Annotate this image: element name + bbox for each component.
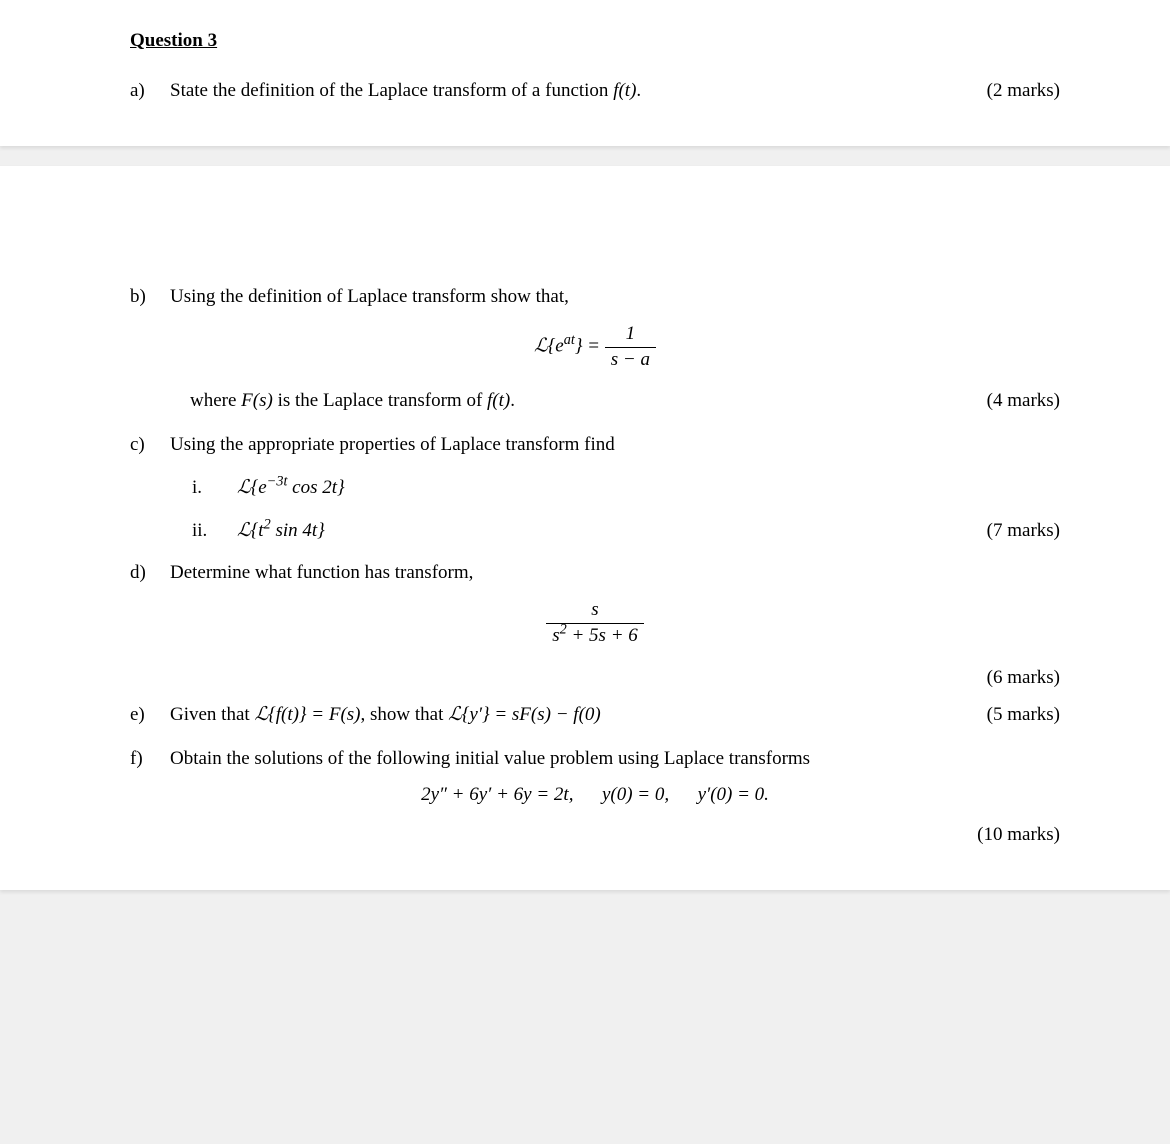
- eq-b-mid: } =: [575, 336, 605, 357]
- part-b-text: Using the definition of Laplace transfor…: [170, 286, 960, 308]
- eq-d-den: s2 + 5s + 6: [546, 624, 644, 649]
- page-content: Question 3 a) State the definition of th…: [0, 30, 1170, 102]
- part-a-marks: (2 marks): [960, 80, 1060, 102]
- part-b-row: b) Using the definition of Laplace trans…: [130, 286, 1060, 308]
- c-i-sup: −3t: [267, 474, 288, 490]
- part-b-label: b): [130, 286, 170, 308]
- part-d-text: Determine what function has transform,: [170, 562, 960, 584]
- part-c-i-row: i. ℒ{e−3t cos 2t}: [130, 476, 1060, 499]
- eq-b-den: s − a: [605, 348, 656, 373]
- part-b-equation: ℒ{eat} = 1s − a: [130, 322, 1060, 372]
- part-c-ii-label: ii.: [192, 520, 237, 542]
- part-f-marks-row: (10 marks): [130, 824, 1060, 846]
- part-e-label: e): [130, 704, 170, 726]
- e-before: Given that: [170, 704, 254, 725]
- b-follow-ft: f(t): [487, 390, 510, 411]
- part-d-marks-row: (6 marks): [130, 667, 1060, 689]
- part-d-label: d): [130, 562, 170, 584]
- part-b-followup-row: where F(s) is the Laplace transform of f…: [130, 390, 1060, 412]
- question-title: Question 3: [130, 30, 1060, 52]
- part-a-label: a): [130, 80, 170, 102]
- part-a-function: f(t): [613, 80, 636, 101]
- d-den-pre: s: [552, 625, 559, 646]
- eq-b-fraction: 1s − a: [605, 322, 656, 372]
- part-f-marks: (10 marks): [960, 824, 1060, 846]
- page-1: Question 3 a) State the definition of th…: [0, 0, 1170, 146]
- part-d-row: d) Determine what function has transform…: [130, 562, 1060, 584]
- part-c-text: Using the appropriate properties of Lapl…: [170, 434, 960, 456]
- part-f-text: Obtain the solutions of the following in…: [170, 748, 960, 770]
- eq-b-num: 1: [605, 322, 656, 348]
- part-a-row: a) State the definition of the Laplace t…: [130, 80, 1060, 102]
- part-c-marks: (7 marks): [960, 520, 1060, 542]
- part-a-text: State the definition of the Laplace tran…: [170, 80, 960, 102]
- part-d-equation: s s2 + 5s + 6: [130, 598, 1060, 648]
- d-den-sup: 2: [560, 622, 567, 638]
- c-ii-post: sin 4t}: [271, 520, 325, 541]
- part-b-followup: where F(s) is the Laplace transform of f…: [190, 390, 960, 412]
- part-c-ii-row: ii. ℒ{t2 sin 4t} (7 marks): [130, 519, 1060, 542]
- part-f-row: f) Obtain the solutions of the following…: [130, 748, 1060, 770]
- part-c-i-expr: ℒ{e−3t cos 2t}: [237, 476, 960, 499]
- c-ii-sup: 2: [264, 517, 271, 533]
- part-e-text: Given that ℒ{f(t)} = F(s), show that ℒ{y…: [170, 703, 960, 726]
- b-follow-before: where: [190, 390, 241, 411]
- eq-d-fraction: s s2 + 5s + 6: [546, 598, 644, 648]
- part-f-equation: 2y″ + 6y′ + 6y = 2t, y(0) = 0, y′(0) = 0…: [130, 784, 1060, 806]
- part-f-label: f): [130, 748, 170, 770]
- b-follow-after: .: [510, 390, 515, 411]
- part-a-text-after: .: [636, 80, 641, 101]
- eq-b-sup: at: [564, 332, 575, 348]
- part-a-text-before: State the definition of the Laplace tran…: [170, 80, 613, 101]
- c-ii-pre: ℒ{t: [237, 520, 264, 541]
- e-expr1: ℒ{f(t)} = F(s): [254, 704, 360, 725]
- eq-d-num: s: [546, 598, 644, 624]
- e-expr2: ℒ{y′} = sF(s) − f(0): [448, 704, 601, 725]
- part-e-marks: (5 marks): [960, 704, 1060, 726]
- part-c-i-label: i.: [192, 477, 237, 499]
- e-mid: , show that: [361, 704, 449, 725]
- d-den-post: + 5s + 6: [567, 625, 638, 646]
- part-d-marks: (6 marks): [960, 667, 1060, 689]
- page-content-2: b) Using the definition of Laplace trans…: [0, 286, 1170, 846]
- part-b-marks: (4 marks): [960, 390, 1060, 412]
- eq-b-left: ℒ{e: [534, 336, 564, 357]
- page-2: b) Using the definition of Laplace trans…: [0, 166, 1170, 890]
- b-follow-mid: is the Laplace transform of: [273, 390, 487, 411]
- b-follow-fs: F(s): [241, 390, 273, 411]
- part-c-ii-expr: ℒ{t2 sin 4t}: [237, 519, 960, 542]
- c-i-post: cos 2t}: [287, 477, 344, 498]
- part-c-label: c): [130, 434, 170, 456]
- c-i-pre: ℒ{e: [237, 477, 267, 498]
- part-c-row: c) Using the appropriate properties of L…: [130, 434, 1060, 456]
- part-e-row: e) Given that ℒ{f(t)} = F(s), show that …: [130, 703, 1060, 726]
